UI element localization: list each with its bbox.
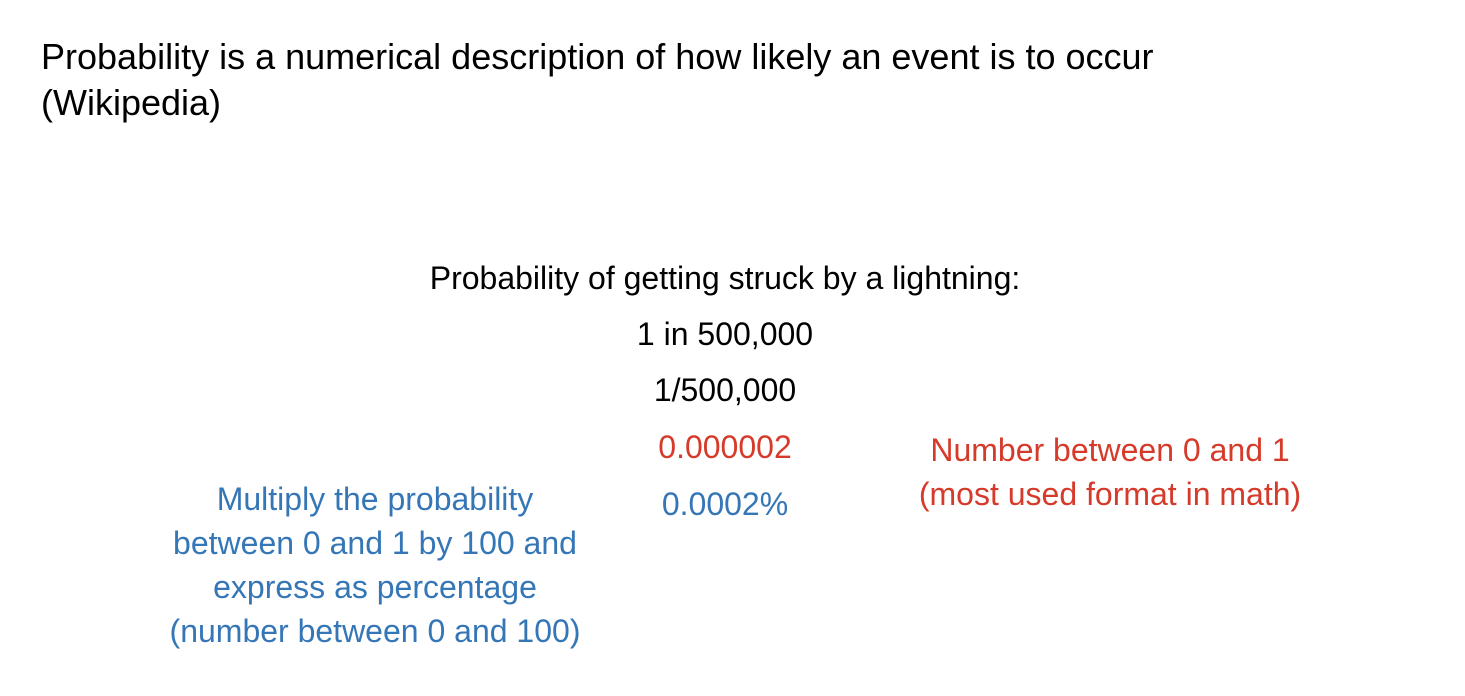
percent-note: Multiply the probability between 0 and 1… <box>105 477 645 653</box>
percent-note-line: between 0 and 1 by 100 and <box>173 525 577 561</box>
decimal-note-line: (most used format in math) <box>918 476 1302 512</box>
definition-source: (Wikipedia) <box>41 82 222 123</box>
example-title: Probability of getting struck by a light… <box>429 260 1021 296</box>
decimal-note-line: Number between 0 and 1 <box>930 432 1290 468</box>
percent-value: 0.0002% <box>661 486 789 522</box>
definition-line: Probability is a numerical description o… <box>41 36 1154 77</box>
percent-note-line: (number between 0 and 100) <box>169 613 581 649</box>
fraction-value: 1/500,000 <box>653 372 797 408</box>
definition-heading: Probability is a numerical description o… <box>41 34 1421 126</box>
decimal-note: Number between 0 and 1 (most used format… <box>860 428 1360 516</box>
decimal-value: 0.000002 <box>658 429 792 465</box>
percent-note-line: Multiply the probability <box>216 481 534 517</box>
odds-value: 1 in 500,000 <box>636 316 814 352</box>
percent-note-line: express as percentage <box>213 569 537 605</box>
